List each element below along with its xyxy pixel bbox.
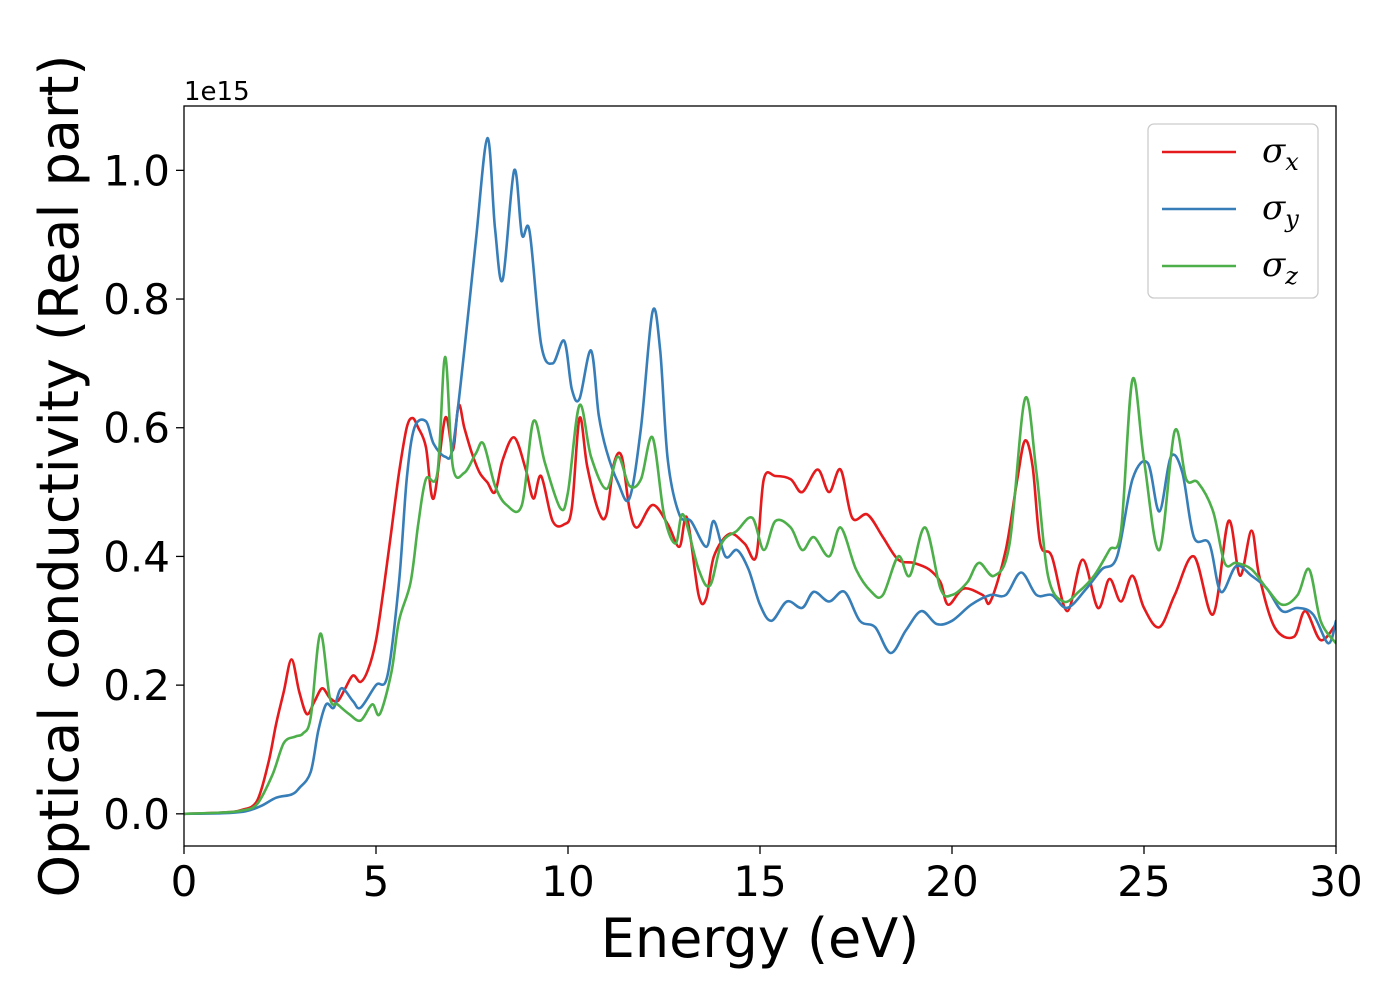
x-tick-label: 0: [171, 857, 198, 906]
x-tick-label: 20: [925, 857, 978, 906]
ticks-layer: 0 5 10 15 20 25 30 0.0 0.2 0.4 0.6 0.8 1.0: [103, 146, 1363, 906]
y-tick-label: 0.8: [103, 275, 170, 324]
x-axis-label: Energy (eV): [601, 907, 920, 970]
x-tick-label: 10: [541, 857, 594, 906]
y-tick-label: 0.2: [103, 661, 170, 710]
plot-background: [184, 106, 1336, 846]
legend-box: [1147, 123, 1319, 299]
y-axis-label: Optical conductivity (Real part): [28, 55, 91, 898]
legend: σx σy σz: [1147, 123, 1319, 299]
y-tick-label: 0.4: [103, 532, 170, 581]
series-line-sigma-z: [184, 355, 1336, 816]
series-layer: [184, 136, 1336, 816]
legend-label-sigma-y: σy: [1262, 188, 1299, 233]
legend-label-sigma-z: σz: [1262, 245, 1298, 290]
x-tick-label: 30: [1309, 857, 1362, 906]
series-line-sigma-y: [184, 136, 1336, 816]
series-line-sigma-x: [184, 403, 1336, 816]
x-tick-label: 5: [363, 857, 390, 906]
x-tick-label: 15: [733, 857, 786, 906]
y-tick-label: 1.0: [103, 146, 170, 195]
x-tick-label: 25: [1117, 857, 1170, 906]
y-offset-text: 1e15: [184, 77, 250, 107]
y-tick-label: 0.0: [103, 790, 170, 839]
legend-label-sigma-x: σx: [1262, 131, 1299, 176]
y-tick-label: 0.6: [103, 404, 170, 453]
legend-entries: σx σy σz: [1162, 131, 1299, 290]
